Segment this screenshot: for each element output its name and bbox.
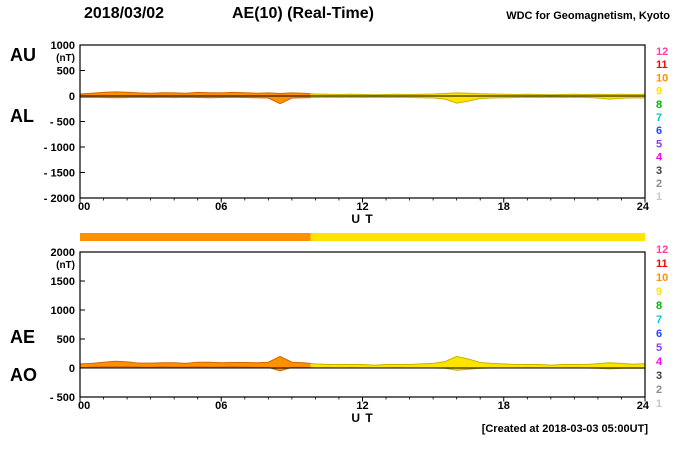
y-tick-label: 500 xyxy=(57,66,75,78)
station-count-10: 10 xyxy=(656,72,668,84)
y-axis-unit: (nT) xyxy=(56,260,75,271)
y-tick-label: - 1500 xyxy=(44,168,75,180)
station-count-8: 8 xyxy=(656,99,662,111)
al-trace-fill xyxy=(80,96,311,104)
ao-axis-label: AO xyxy=(10,365,37,385)
station-count-9: 9 xyxy=(656,286,662,298)
station-count-5: 5 xyxy=(656,138,662,150)
station-count-2: 2 xyxy=(656,384,662,396)
y-tick-label: 500 xyxy=(57,334,75,346)
station-count-8: 8 xyxy=(656,300,662,312)
ae-trace-line xyxy=(310,355,646,366)
ae-axis-label: AE xyxy=(10,327,36,347)
au-axis-label: AU xyxy=(10,45,36,65)
y-tick-label: 2000 xyxy=(51,247,75,259)
x-tick-label: 06 xyxy=(215,201,227,213)
x-tick-label: 24 xyxy=(637,201,650,213)
station-count-6: 6 xyxy=(656,125,662,137)
al-axis-label: AL xyxy=(10,106,34,126)
au-trace-line xyxy=(310,92,646,96)
y-axis-unit: (nT) xyxy=(56,53,75,64)
station-count-3: 3 xyxy=(656,165,662,177)
x-tick-label: 18 xyxy=(498,201,510,213)
x-tick-label: 06 xyxy=(215,400,227,412)
station-count-3: 3 xyxy=(656,370,662,382)
x-tick-label: 18 xyxy=(498,400,510,412)
station-count-7: 7 xyxy=(656,112,662,124)
station-count-12: 12 xyxy=(656,244,668,256)
x-axis-label: U T xyxy=(351,411,373,425)
y-tick-label: 1500 xyxy=(51,276,75,288)
y-tick-label: - 1000 xyxy=(44,142,75,154)
station-count-4: 4 xyxy=(656,152,663,164)
source-label: WDC for Geomagnetism, Kyoto xyxy=(506,10,670,22)
al-trace-line xyxy=(79,96,311,105)
y-tick-label: 1000 xyxy=(51,40,75,52)
y-tick-label: 0 xyxy=(69,363,75,375)
plot-title: AE(10) (Real-Time) xyxy=(232,5,374,22)
station-count-1: 1 xyxy=(656,398,662,410)
station-count-bar xyxy=(80,233,645,241)
au-trace-line xyxy=(79,91,311,95)
created-at-label: [Created at 2018-03-03 05:00UT] xyxy=(481,423,648,435)
x-tick-label: 00 xyxy=(78,201,90,213)
y-tick-label: - 500 xyxy=(50,117,75,129)
station-count-11: 11 xyxy=(656,258,668,270)
al-trace-line xyxy=(310,96,646,104)
y-tick-label: 1000 xyxy=(51,305,75,317)
ae-trace-fill xyxy=(80,356,311,368)
station-count-10: 10 xyxy=(656,272,668,284)
x-tick-label: 00 xyxy=(78,400,90,412)
station-count-12: 12 xyxy=(656,46,668,58)
y-tick-label: - 2000 xyxy=(44,193,75,205)
station-count-6: 6 xyxy=(656,328,662,340)
station-count-4: 4 xyxy=(656,356,663,368)
station-count-5: 5 xyxy=(656,342,662,354)
station-count-9: 9 xyxy=(656,86,662,98)
x-tick-label: 12 xyxy=(356,400,368,412)
ao-trace-line xyxy=(79,366,311,372)
station-count-11: 11 xyxy=(656,59,668,71)
panel-border xyxy=(79,44,646,199)
station-count-1: 1 xyxy=(656,191,662,203)
x-tick-label: 12 xyxy=(356,201,368,213)
station-count-bar-segment xyxy=(80,233,311,241)
x-tick-label: 24 xyxy=(637,400,650,412)
station-count-bar-segment xyxy=(310,233,645,241)
plot-date: 2018/03/02 xyxy=(84,5,165,22)
x-axis-label: U T xyxy=(351,212,373,226)
y-tick-label: 0 xyxy=(69,91,75,103)
panel-border xyxy=(79,251,646,398)
station-count-7: 7 xyxy=(656,314,662,326)
y-tick-label: - 500 xyxy=(50,392,75,404)
al-trace-fill xyxy=(310,96,645,104)
station-count-2: 2 xyxy=(656,178,662,190)
au-trace-fill xyxy=(310,92,645,96)
ae-trace-line xyxy=(79,355,311,365)
